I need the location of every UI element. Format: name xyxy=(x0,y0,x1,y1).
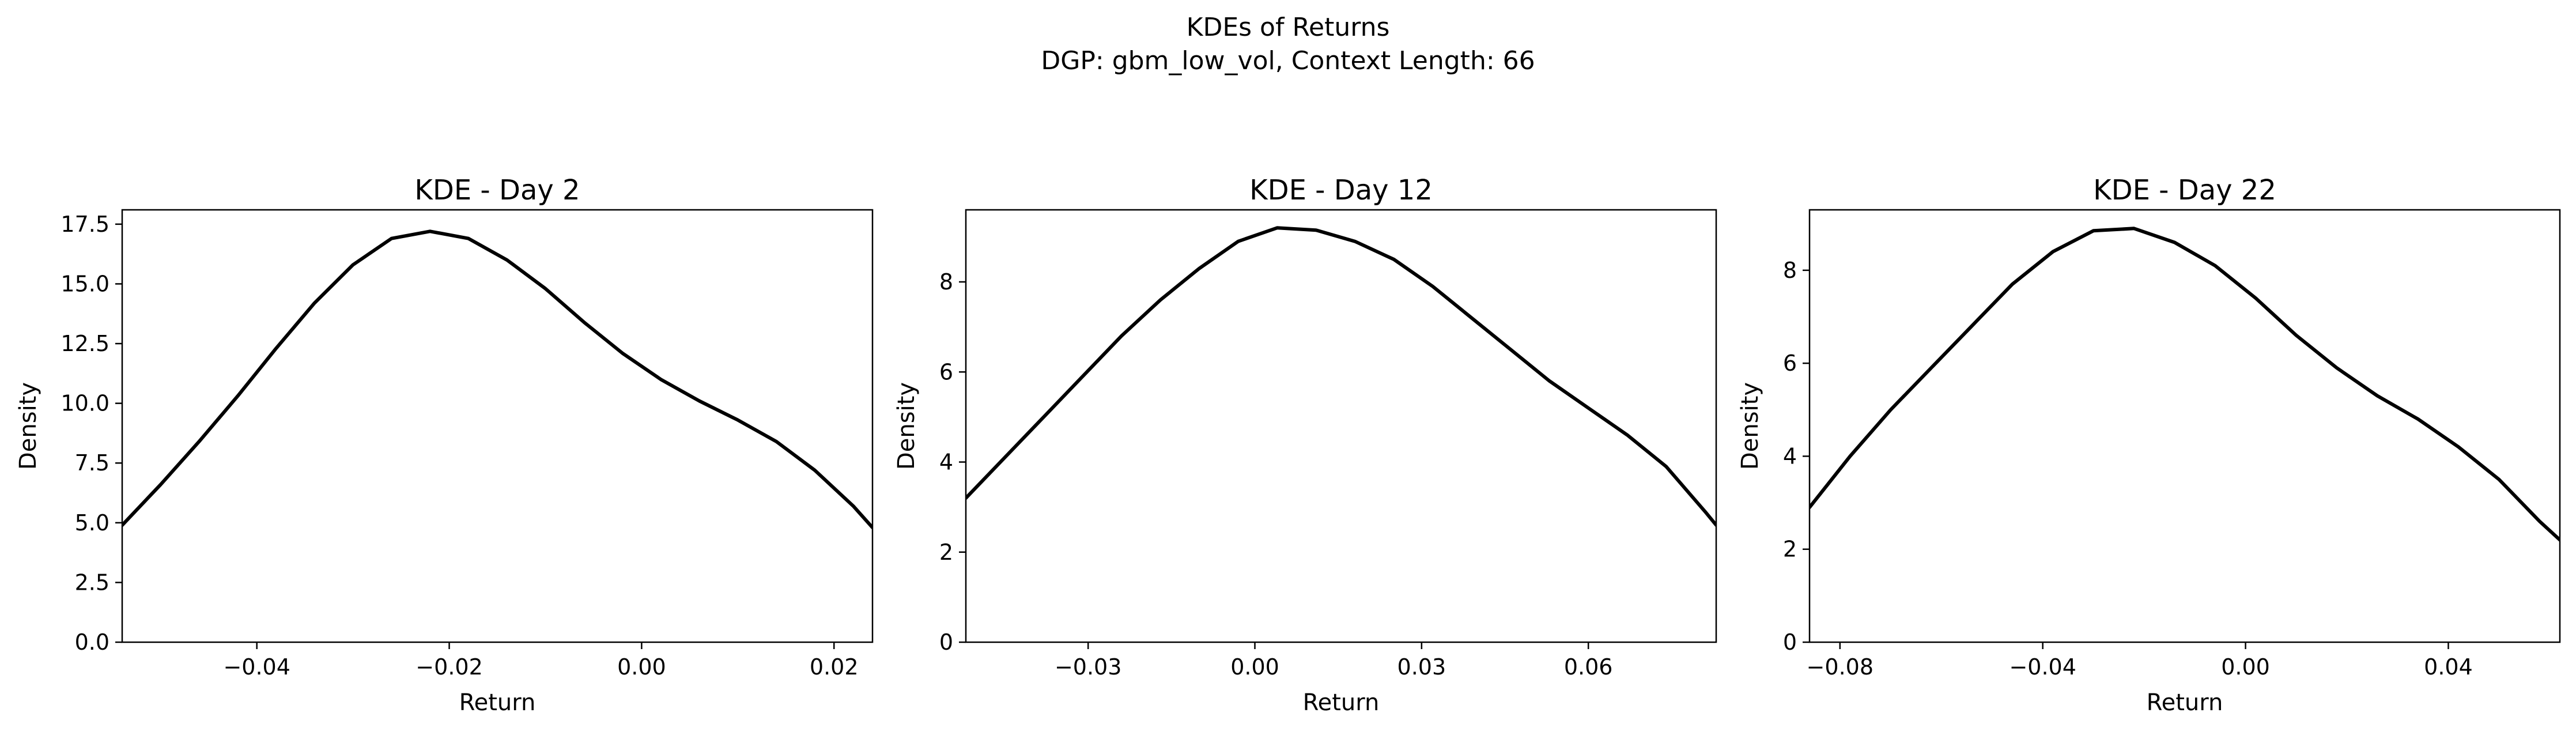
kde-line xyxy=(966,226,1716,527)
x-axis-label: Return xyxy=(459,689,536,716)
x-tick-label: 0.00 xyxy=(1230,654,1279,680)
subplot-title: KDE - Day 12 xyxy=(1249,174,1433,206)
y-tick-label: 6 xyxy=(939,359,953,385)
x-tick-label: 0.00 xyxy=(617,654,666,680)
y-tick-label: 4 xyxy=(1783,443,1797,469)
x-tick-label: 0.00 xyxy=(2221,654,2270,680)
subplot-title: KDE - Day 22 xyxy=(2093,174,2276,206)
y-tick-label: 7.5 xyxy=(75,450,109,476)
figure-subtitle: DGP: gbm_low_vol, Context Length: 66 xyxy=(1041,46,1535,76)
y-tick-label: 2.5 xyxy=(75,570,109,595)
y-tick-label: 10.0 xyxy=(61,391,109,416)
x-tick-label: 0.02 xyxy=(810,654,859,680)
kde-line xyxy=(122,229,872,530)
y-tick-label: 2 xyxy=(1783,537,1797,562)
y-axis-label: Density xyxy=(15,382,41,470)
axes-frame xyxy=(1808,209,2561,643)
subplot-day-12: KDE - Day 12 −0.03 0.00 0.03 0.06 0 2 4 6 8 Return… xyxy=(893,174,1717,716)
x-tick-label: −0.04 xyxy=(223,654,290,680)
subplot-title: KDE - Day 2 xyxy=(414,174,580,206)
y-tick-label: 0 xyxy=(939,630,953,655)
y-axis-label: Density xyxy=(1737,382,1763,470)
y-tick-label: 6 xyxy=(1783,350,1797,376)
subplot-day-22: KDE - Day 22 −0.08 −0.04 0.00 0.04 0 2 4 6 8 Retur… xyxy=(1737,174,2561,716)
y-tick-label: 5.0 xyxy=(75,510,109,536)
y-tick-label: 12.5 xyxy=(61,331,109,356)
x-tick-label: −0.08 xyxy=(1807,654,1874,680)
x-tick-label: −0.02 xyxy=(416,654,482,680)
y-tick-label: 4 xyxy=(939,450,953,475)
x-tick-label: −0.03 xyxy=(1055,654,1121,680)
y-tick-label: 0.0 xyxy=(75,630,109,655)
y-tick-label: 15.0 xyxy=(61,271,109,296)
x-axis-label: Return xyxy=(2147,689,2223,716)
y-axis-label: Density xyxy=(893,382,920,470)
y-tick-label: 17.5 xyxy=(61,212,109,237)
subplot-day-2: KDE - Day 2 −0.04 −0.02 0.00 0.02 0.0 2.5 5.0 7.… xyxy=(15,174,874,716)
y-tick-label: 0 xyxy=(1783,630,1797,655)
x-axis-label: Return xyxy=(1303,689,1380,716)
figure-title: KDEs of Returns xyxy=(1187,13,1390,42)
x-tick-label: 0.04 xyxy=(2424,654,2473,680)
y-tick-label: 8 xyxy=(939,269,953,295)
x-tick-label: 0.06 xyxy=(1564,654,1613,680)
y-tick-label: 8 xyxy=(1783,258,1797,283)
x-tick-label: 0.03 xyxy=(1397,654,1446,680)
axes-frame xyxy=(965,209,1717,643)
kde-line xyxy=(1810,227,2560,542)
axes-frame xyxy=(121,209,874,643)
y-tick-label: 2 xyxy=(939,540,953,565)
x-tick-label: −0.04 xyxy=(2009,654,2076,680)
